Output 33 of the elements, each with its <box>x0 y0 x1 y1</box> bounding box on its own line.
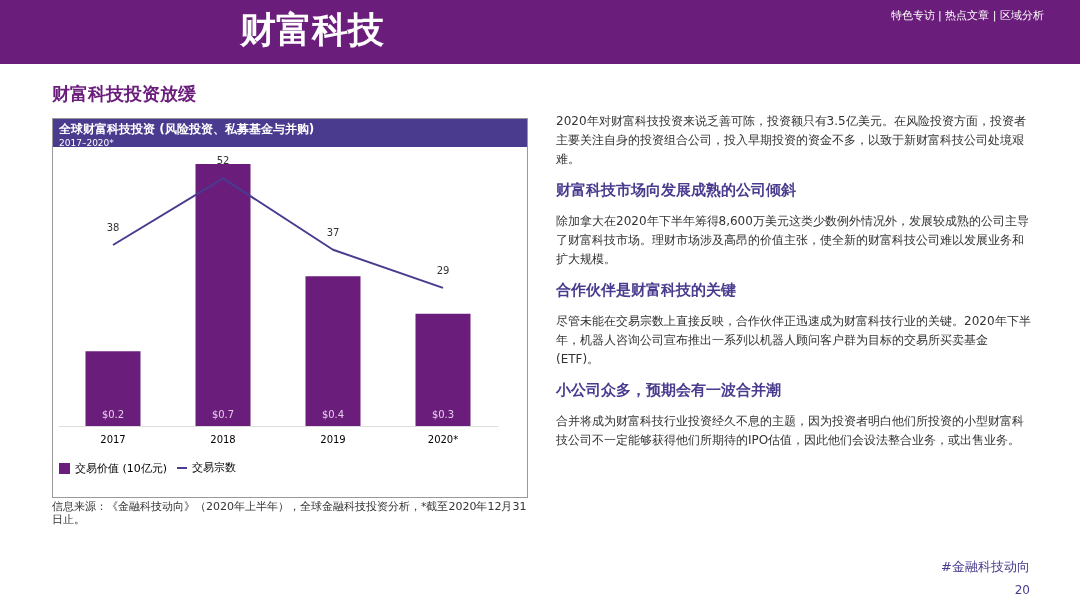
data-label: 29 <box>436 264 450 276</box>
text: #金融科技动向 <box>941 558 1030 576</box>
data-label: $0.3 <box>431 409 455 420</box>
data-label: 37 <box>326 226 340 238</box>
text: 特色专访 | 热点文章 | 区域分析 <box>890 8 1044 23</box>
x-tick-label: 2019 <box>320 433 346 445</box>
data-label: $0.4 <box>321 409 345 420</box>
legend-label: 交易宗数 <box>192 461 236 474</box>
text: 财富科技市场向发展成熟的公司倾斜 <box>556 181 797 200</box>
text: 除加拿大在2020年下半年筹得8,600万美元这类少数例外情况外，发展较成熟的公司主导了财富科技市场。理财市场涉及高昂的价值主张，使全新的财富科技公司难以发展业务和扩大规模。 <box>556 213 1030 268</box>
x-tick-label: 2018 <box>210 433 236 445</box>
bar <box>415 313 471 426</box>
chart-subtitle: 2017–2020* <box>59 138 115 148</box>
text: 合作伙伴是财富科技的关键 <box>556 281 737 300</box>
text: 合并将成为财富科技行业投资经久不息的主题，因为投资者明白他们所投资的小型财富科技公司不一定能够获得他们所期待的IPO估值，因此他们会设法整合业务，或出售业务。 <box>556 413 1025 449</box>
bar <box>305 276 361 426</box>
x-tick-label: 2017 <box>100 433 126 445</box>
data-label: 52 <box>216 155 230 167</box>
text: 2020年对财富科技投资来说乏善可陈，投资额只有3.5亿美元。在风险投资方面，投资者主要关注自身的投资组合公司，投入早期投资的资金不多，以致于新财富科技公司处境艰难。 <box>556 113 1027 168</box>
text: 尽管未能在交易宗数上直接反映，合作伙伴正迅速成为财富科技行业的关键。2020年下半年，机器人咨询公司宣布推出一系列以机器人顾问客户群为目标的交易所买卖基金 (ETF)。 <box>556 313 1032 368</box>
text: 财富科技投资放缓 <box>52 82 196 106</box>
bar <box>195 164 251 426</box>
text: 信息来源：《金融科技动向》（2020年上半年），全球金融科技投资分析，*截至2020年12月31日止。 <box>52 500 528 526</box>
x-tick-label: 2020* <box>427 433 459 445</box>
bar <box>85 351 141 426</box>
chart-title: 全球财富科技投资 (风险投资、私募基金与并购) <box>59 121 316 138</box>
text: 小公司众多，预期会有一波合并潮 <box>556 381 782 400</box>
data-label: 38 <box>106 221 120 233</box>
text: 20 <box>1014 583 1030 597</box>
text: 财富科技 <box>240 8 384 52</box>
legend-label: 交易价值 (10亿元) <box>75 461 168 475</box>
data-label: $0.7 <box>211 409 235 420</box>
data-label: $0.2 <box>101 409 125 420</box>
